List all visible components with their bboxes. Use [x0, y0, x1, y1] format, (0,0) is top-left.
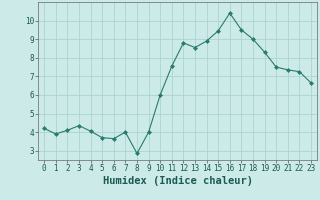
X-axis label: Humidex (Indice chaleur): Humidex (Indice chaleur) — [103, 176, 252, 186]
